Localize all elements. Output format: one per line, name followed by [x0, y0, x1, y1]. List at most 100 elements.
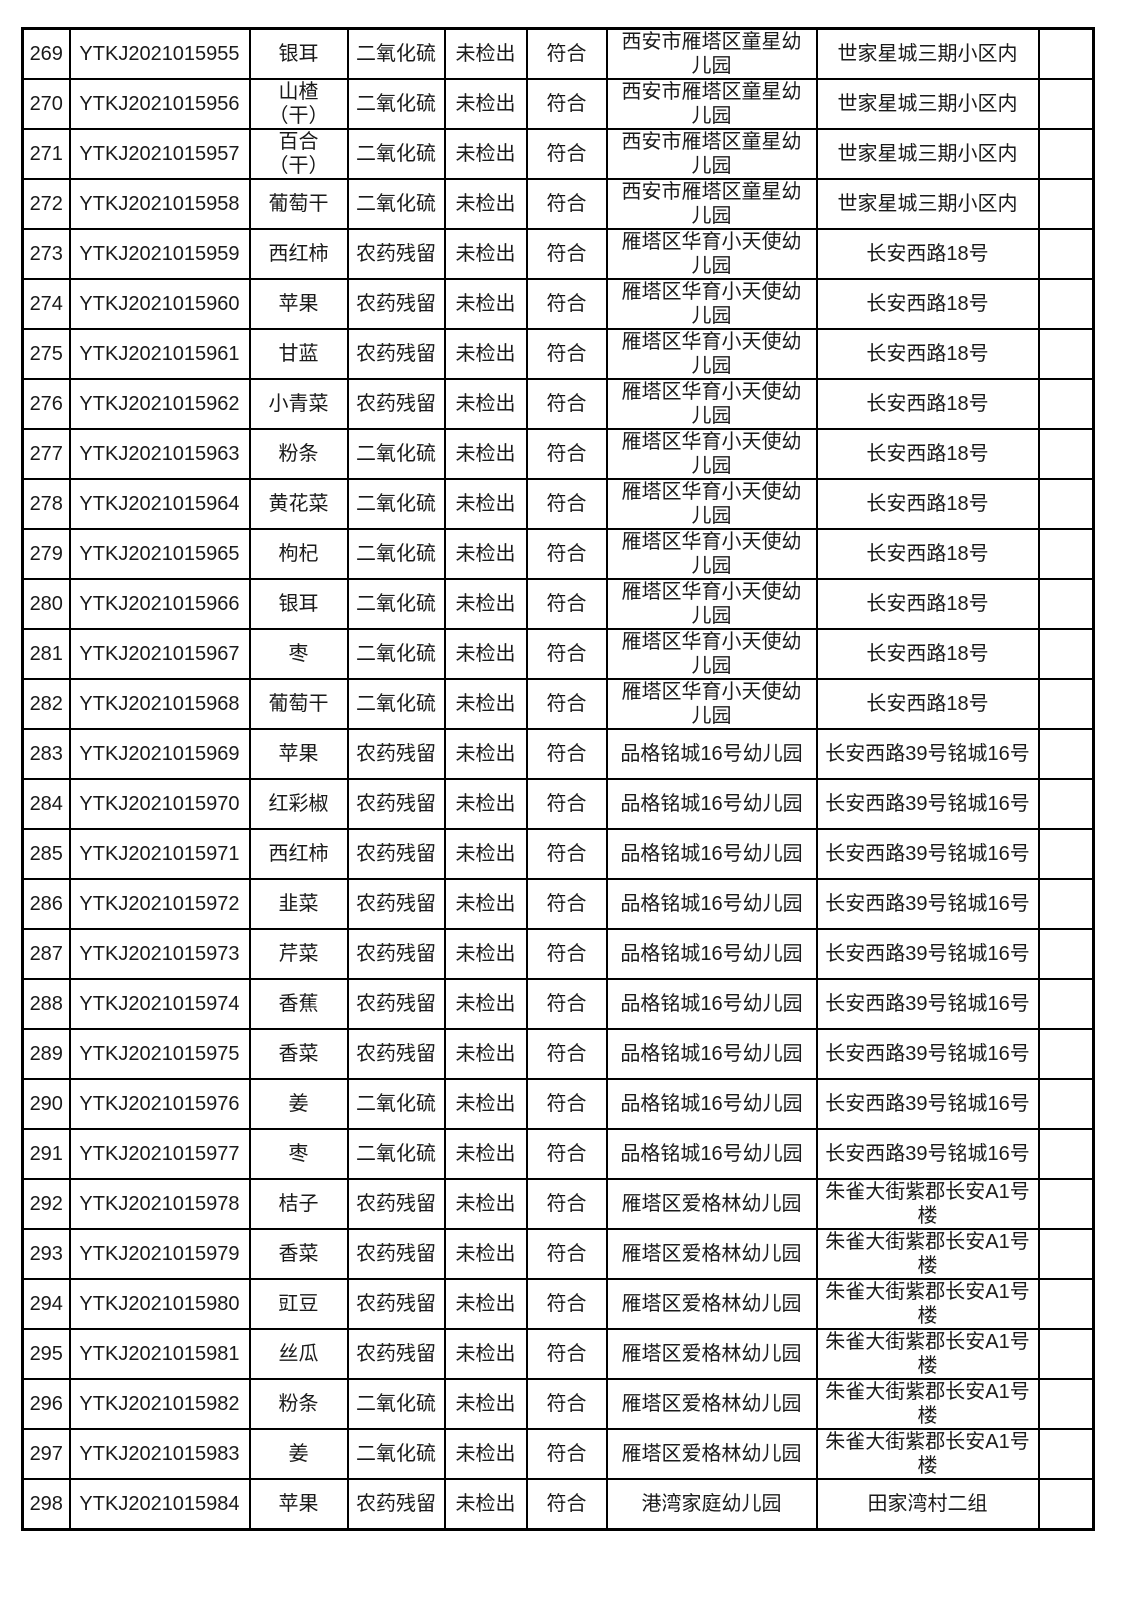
- test-item-cell: 二氧化硫: [346, 1128, 446, 1180]
- organization-cell: 雁塔区爱格林幼儿园: [605, 1328, 818, 1380]
- test-result-cell: 未检出: [443, 328, 528, 380]
- test-result-cell: 未检出: [443, 678, 528, 730]
- test-item-cell: 农药残留: [346, 1278, 446, 1330]
- address-cell: 世家星城三期小区内: [815, 78, 1040, 130]
- test-item-cell: 二氧化硫: [346, 178, 446, 230]
- test-item-cell: 二氧化硫: [346, 128, 446, 180]
- conclusion-cell: 符合: [525, 228, 608, 280]
- conclusion-cell: 符合: [525, 1378, 608, 1430]
- test-item-cell: 农药残留: [346, 778, 446, 830]
- address-cell: 田家湾村二组: [815, 1478, 1040, 1530]
- table-row: 286 YTKJ2021015972 韭菜 农药残留 未检出 符合 品格铭城16…: [21, 878, 1095, 930]
- table-row: 287 YTKJ2021015973 芹菜 农药残留 未检出 符合 品格铭城16…: [21, 928, 1095, 980]
- test-item-cell: 农药残留: [346, 278, 446, 330]
- test-result-cell: 未检出: [443, 128, 528, 180]
- test-result-cell: 未检出: [443, 228, 528, 280]
- organization-cell: 西安市雁塔区童星幼 儿园: [605, 128, 818, 180]
- test-item-cell: 农药残留: [346, 228, 446, 280]
- remark-cell: [1037, 528, 1095, 580]
- sample-name-cell: 枣: [248, 628, 349, 680]
- table-row: 274 YTKJ2021015960 苹果 农药残留 未检出 符合 雁塔区华育小…: [21, 278, 1095, 330]
- conclusion-cell: 符合: [525, 1178, 608, 1230]
- organization-cell: 雁塔区爱格林幼儿园: [605, 1228, 818, 1280]
- conclusion-cell: 符合: [525, 78, 608, 130]
- table-row: 279 YTKJ2021015965 枸杞 二氧化硫 未检出 符合 雁塔区华育小…: [21, 528, 1095, 580]
- conclusion-cell: 符合: [525, 1028, 608, 1080]
- test-result-cell: 未检出: [443, 1128, 528, 1180]
- test-result-cell: 未检出: [443, 78, 528, 130]
- test-result-cell: 未检出: [443, 1028, 528, 1080]
- remark-cell: [1037, 1028, 1095, 1080]
- row-number-cell: 275: [21, 328, 71, 380]
- table-row: 292 YTKJ2021015978 桔子 农药残留 未检出 符合 雁塔区爱格林…: [21, 1178, 1095, 1230]
- remark-cell: [1037, 1278, 1095, 1330]
- organization-cell: 雁塔区华育小天使幼 儿园: [605, 528, 818, 580]
- remark-cell: [1037, 1078, 1095, 1130]
- table-row: 297 YTKJ2021015983 姜 二氧化硫 未检出 符合 雁塔区爱格林幼…: [21, 1428, 1095, 1480]
- address-cell: 朱雀大街紫郡长安A1号 楼: [815, 1178, 1040, 1230]
- organization-cell: 品格铭城16号幼儿园: [605, 878, 818, 930]
- test-result-cell: 未检出: [443, 1228, 528, 1280]
- conclusion-cell: 符合: [525, 678, 608, 730]
- conclusion-cell: 符合: [525, 278, 608, 330]
- conclusion-cell: 符合: [525, 978, 608, 1030]
- remark-cell: [1037, 178, 1095, 230]
- test-item-cell: 农药残留: [346, 378, 446, 430]
- conclusion-cell: 符合: [525, 328, 608, 380]
- sample-name-cell: 韭菜: [248, 878, 349, 930]
- organization-cell: 品格铭城16号幼儿园: [605, 1028, 818, 1080]
- remark-cell: [1037, 578, 1095, 630]
- sample-id-cell: YTKJ2021015964: [68, 478, 251, 530]
- table-row: 278 YTKJ2021015964 黄花菜 二氧化硫 未检出 符合 雁塔区华育…: [21, 478, 1095, 530]
- remark-cell: [1037, 778, 1095, 830]
- sample-name-cell: 银耳: [248, 27, 349, 80]
- sample-id-cell: YTKJ2021015958: [68, 178, 251, 230]
- organization-cell: 雁塔区华育小天使幼 儿园: [605, 628, 818, 680]
- remark-cell: [1037, 628, 1095, 680]
- test-item-cell: 二氧化硫: [346, 478, 446, 530]
- sample-name-cell: 甘蓝: [248, 328, 349, 380]
- address-cell: 长安西路39号铭城16号: [815, 928, 1040, 980]
- test-item-cell: 农药残留: [346, 878, 446, 930]
- sample-name-cell: 香菜: [248, 1028, 349, 1080]
- sample-name-cell: 苹果: [248, 278, 349, 330]
- test-item-cell: 农药残留: [346, 928, 446, 980]
- sample-id-cell: YTKJ2021015963: [68, 428, 251, 480]
- address-cell: 世家星城三期小区内: [815, 128, 1040, 180]
- organization-cell: 品格铭城16号幼儿园: [605, 928, 818, 980]
- table-row: 272 YTKJ2021015958 葡萄干 二氧化硫 未检出 符合 西安市雁塔…: [21, 178, 1095, 230]
- address-cell: 世家星城三期小区内: [815, 27, 1040, 80]
- test-result-cell: 未检出: [443, 1428, 528, 1480]
- test-item-cell: 农药残留: [346, 1478, 446, 1530]
- remark-cell: [1037, 928, 1095, 980]
- organization-cell: 雁塔区华育小天使幼 儿园: [605, 428, 818, 480]
- conclusion-cell: 符合: [525, 27, 608, 80]
- conclusion-cell: 符合: [525, 428, 608, 480]
- conclusion-cell: 符合: [525, 578, 608, 630]
- row-number-cell: 292: [21, 1178, 71, 1230]
- table-row: 290 YTKJ2021015976 姜 二氧化硫 未检出 符合 品格铭城16号…: [21, 1078, 1095, 1130]
- remark-cell: [1037, 228, 1095, 280]
- row-number-cell: 283: [21, 728, 71, 780]
- test-result-cell: 未检出: [443, 1378, 528, 1430]
- sample-id-cell: YTKJ2021015984: [68, 1478, 251, 1530]
- remark-cell: [1037, 27, 1095, 80]
- sample-id-cell: YTKJ2021015978: [68, 1178, 251, 1230]
- sample-name-cell: 葡萄干: [248, 178, 349, 230]
- table-row: 295 YTKJ2021015981 丝瓜 农药残留 未检出 符合 雁塔区爱格林…: [21, 1328, 1095, 1380]
- test-result-cell: 未检出: [443, 378, 528, 430]
- conclusion-cell: 符合: [525, 928, 608, 980]
- address-cell: 长安西路18号: [815, 628, 1040, 680]
- row-number-cell: 285: [21, 828, 71, 880]
- table-row: 280 YTKJ2021015966 银耳 二氧化硫 未检出 符合 雁塔区华育小…: [21, 578, 1095, 630]
- test-result-cell: 未检出: [443, 728, 528, 780]
- test-result-cell: 未检出: [443, 27, 528, 80]
- sample-id-cell: YTKJ2021015961: [68, 328, 251, 380]
- organization-cell: 港湾家庭幼儿园: [605, 1478, 818, 1530]
- table-row: 296 YTKJ2021015982 粉条 二氧化硫 未检出 符合 雁塔区爱格林…: [21, 1378, 1095, 1430]
- test-item-cell: 农药残留: [346, 1028, 446, 1080]
- test-item-cell: 二氧化硫: [346, 678, 446, 730]
- test-item-cell: 农药残留: [346, 1328, 446, 1380]
- remark-cell: [1037, 878, 1095, 930]
